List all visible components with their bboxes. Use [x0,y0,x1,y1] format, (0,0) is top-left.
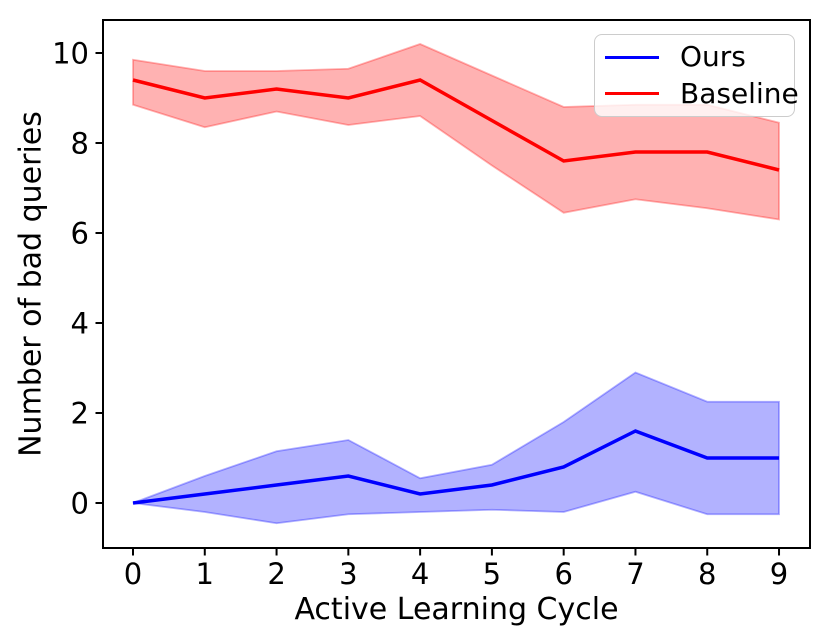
y-tick-label: 8 [71,127,89,161]
axes-spines [102,19,811,549]
legend: Ours Baseline [594,34,799,117]
x-tick-label: 7 [626,557,644,591]
y-axis-label: Number of bad queries [13,111,49,457]
y-tick-label: 2 [71,397,89,431]
x-axis-label: Active Learning Cycle [294,592,619,627]
x-tick-label: 5 [483,557,501,591]
y-tick-label: 0 [71,487,89,521]
legend-label-baseline: Baseline [680,76,799,110]
baseline-line-swatch [605,91,659,96]
x-tick-label: 3 [339,557,357,591]
legend-label-ours: Ours [680,40,746,74]
x-tick-label: 6 [554,557,572,591]
baseline-line [132,78,780,172]
y-tick-label: 4 [71,307,89,341]
ours-line [132,429,780,505]
ours-line-swatch [605,55,659,60]
y-tick-label: 10 [52,37,89,71]
x-tick-label: 1 [196,557,214,591]
baseline-band [132,43,780,221]
x-tick-label: 0 [124,557,142,591]
legend-entry-ours: Ours [595,43,794,71]
x-tick-label: 2 [267,557,285,591]
x-tick-label: 9 [770,557,788,591]
x-tick-label: 4 [411,557,429,591]
legend-entry-baseline: Baseline [595,79,799,108]
x-tick-label: 8 [698,557,716,591]
y-tick-label: 6 [71,217,89,251]
